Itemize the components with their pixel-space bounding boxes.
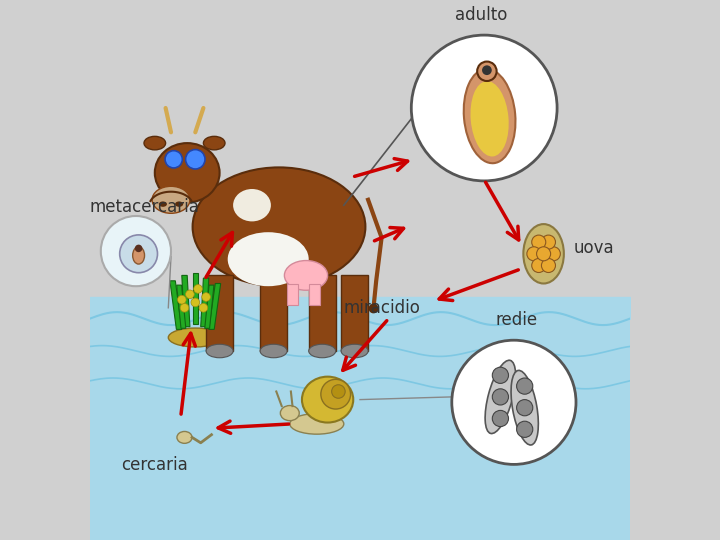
Circle shape <box>477 62 497 81</box>
Circle shape <box>492 367 508 383</box>
Circle shape <box>120 235 158 273</box>
Circle shape <box>194 285 202 293</box>
Ellipse shape <box>168 328 222 347</box>
Circle shape <box>492 410 508 427</box>
Ellipse shape <box>193 167 365 286</box>
Ellipse shape <box>470 81 509 157</box>
Ellipse shape <box>260 345 287 357</box>
Circle shape <box>199 303 208 312</box>
Ellipse shape <box>203 137 225 150</box>
Bar <box>341 275 368 351</box>
Polygon shape <box>201 278 209 327</box>
Ellipse shape <box>523 224 564 284</box>
Circle shape <box>178 295 186 304</box>
Text: cercaria: cercaria <box>122 456 188 474</box>
Polygon shape <box>209 284 220 329</box>
Ellipse shape <box>464 69 516 163</box>
Text: uova: uova <box>573 239 614 258</box>
Circle shape <box>541 259 556 273</box>
Ellipse shape <box>228 232 309 286</box>
Text: miracidio: miracidio <box>343 299 420 317</box>
Ellipse shape <box>144 137 166 150</box>
Circle shape <box>492 389 508 405</box>
Ellipse shape <box>159 201 167 207</box>
Circle shape <box>541 235 556 249</box>
Circle shape <box>517 400 533 416</box>
Ellipse shape <box>233 189 271 221</box>
Ellipse shape <box>321 379 351 409</box>
Bar <box>90 308 630 540</box>
Polygon shape <box>193 273 198 324</box>
Ellipse shape <box>302 377 354 422</box>
Circle shape <box>180 303 189 312</box>
Circle shape <box>101 216 171 286</box>
Polygon shape <box>204 285 214 328</box>
Polygon shape <box>181 275 190 327</box>
Circle shape <box>186 150 205 169</box>
Bar <box>206 275 233 351</box>
Ellipse shape <box>332 384 345 399</box>
Bar <box>287 284 298 305</box>
Circle shape <box>135 245 143 252</box>
Polygon shape <box>176 285 186 328</box>
Bar <box>309 284 320 305</box>
Circle shape <box>531 259 546 273</box>
Ellipse shape <box>175 201 183 207</box>
Text: metacercaria: metacercaria <box>89 198 199 216</box>
Ellipse shape <box>280 406 300 421</box>
Bar <box>309 275 336 351</box>
Circle shape <box>452 340 576 464</box>
Circle shape <box>191 298 199 307</box>
Ellipse shape <box>132 247 145 264</box>
Ellipse shape <box>309 345 336 357</box>
Circle shape <box>546 247 560 261</box>
Circle shape <box>411 35 557 181</box>
Ellipse shape <box>485 360 516 434</box>
Ellipse shape <box>341 345 368 357</box>
Circle shape <box>531 235 546 249</box>
Text: redie: redie <box>495 312 538 329</box>
Ellipse shape <box>206 345 233 357</box>
Circle shape <box>165 151 182 168</box>
Text: adulto: adulto <box>455 6 508 24</box>
Circle shape <box>517 421 533 437</box>
Ellipse shape <box>155 143 220 202</box>
Circle shape <box>527 247 541 261</box>
Ellipse shape <box>177 431 192 443</box>
Ellipse shape <box>511 370 539 445</box>
Circle shape <box>202 293 210 301</box>
Ellipse shape <box>289 414 344 434</box>
Ellipse shape <box>284 260 328 290</box>
Circle shape <box>536 247 551 261</box>
Ellipse shape <box>152 186 190 213</box>
Polygon shape <box>170 281 181 329</box>
Circle shape <box>186 290 194 299</box>
Bar <box>260 275 287 351</box>
Circle shape <box>482 65 492 75</box>
Circle shape <box>517 378 533 394</box>
